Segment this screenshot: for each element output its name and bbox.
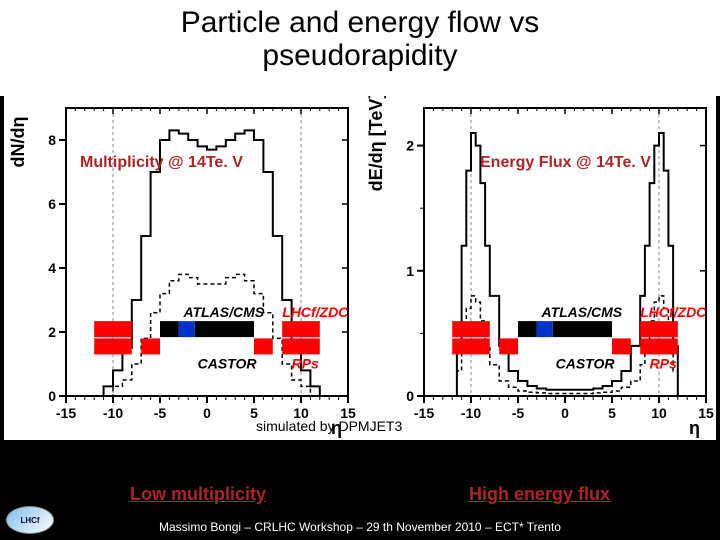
energy-flux-chart: -15 -10 -5 0 5 10 15 0 1 2 ATLAS/CMS LHCf/ZDC CASTOR…: [362, 96, 716, 440]
svg-text:0: 0: [48, 388, 56, 404]
title-line-2: pseudorapidity: [262, 39, 457, 72]
svg-text:1: 1: [406, 263, 414, 279]
svg-text:CASTOR: CASTOR: [556, 355, 616, 371]
lhcf-logo: LHCf: [6, 506, 54, 534]
low-multiplicity-label: Low multiplicity: [130, 484, 266, 505]
svg-text:CASTOR: CASTOR: [198, 355, 258, 371]
high-energy-flux-label: High energy flux: [469, 484, 610, 505]
svg-text:-15: -15: [414, 405, 434, 421]
lhcf-logo-text: LHCf: [20, 516, 39, 525]
simulated-by-caption: simulated by DPMJET3: [256, 418, 402, 434]
multiplicity-chart: -15-10-505101502468ATLAS/CMSLHCf/ZDCCAST…: [4, 96, 358, 440]
svg-text:8: 8: [48, 132, 56, 148]
svg-text:10: 10: [651, 405, 667, 421]
svg-text:0: 0: [203, 405, 211, 421]
svg-text:dN/dη: dN/dη: [8, 117, 28, 168]
svg-text:5: 5: [608, 405, 616, 421]
svg-text:6: 6: [48, 196, 56, 212]
energy-flux-chart-svg: -15 -10 -5 0 5 10 15 0 1 2 ATLAS/CMS LHCf/ZDC CASTOR…: [362, 96, 716, 440]
svg-text:dE/dη [TeV]: dE/dη [TeV]: [366, 96, 386, 191]
energyflux-overlay-title: Energy Flux @ 14Te. V: [480, 154, 651, 172]
svg-text:2: 2: [406, 138, 414, 154]
svg-text:2: 2: [48, 324, 56, 340]
svg-text:RPs: RPs: [292, 355, 319, 371]
svg-text:-15: -15: [56, 405, 76, 421]
charts-panel: -15-10-505101502468ATLAS/CMSLHCf/ZDCCAST…: [4, 96, 716, 440]
slide-title: Particle and energy flow vs pseudorapidi…: [0, 0, 720, 72]
svg-text:η: η: [689, 418, 700, 438]
bottom-bar: Low multiplicity High energy flux Massim…: [0, 478, 720, 540]
title-line-1: Particle and energy flow vs: [181, 6, 540, 39]
multiplicity-overlay-title: Multiplicity @ 14Te. V: [80, 154, 243, 172]
svg-text:ATLAS/CMS: ATLAS/CMS: [541, 304, 623, 320]
svg-text:RPs: RPs: [650, 355, 677, 371]
svg-text:-10: -10: [103, 405, 123, 421]
svg-text:LHCf/ZDC: LHCf/ZDC: [640, 304, 707, 320]
svg-text:LHCf/ZDC: LHCf/ZDC: [282, 304, 349, 320]
svg-text:-10: -10: [461, 405, 481, 421]
svg-text:15: 15: [698, 405, 714, 421]
svg-text:-5: -5: [154, 405, 167, 421]
svg-text:0: 0: [406, 388, 414, 404]
multiplicity-chart-svg: -15-10-505101502468ATLAS/CMSLHCf/ZDCCAST…: [4, 96, 358, 440]
svg-text:4: 4: [48, 260, 56, 276]
footer-text: Massimo Bongi – CRLHC Workshop – 29 th N…: [0, 520, 720, 534]
svg-text:ATLAS/CMS: ATLAS/CMS: [183, 304, 265, 320]
svg-text:-5: -5: [512, 405, 525, 421]
title-region: Particle and energy flow vs pseudorapidi…: [0, 0, 720, 96]
svg-text:0: 0: [561, 405, 569, 421]
